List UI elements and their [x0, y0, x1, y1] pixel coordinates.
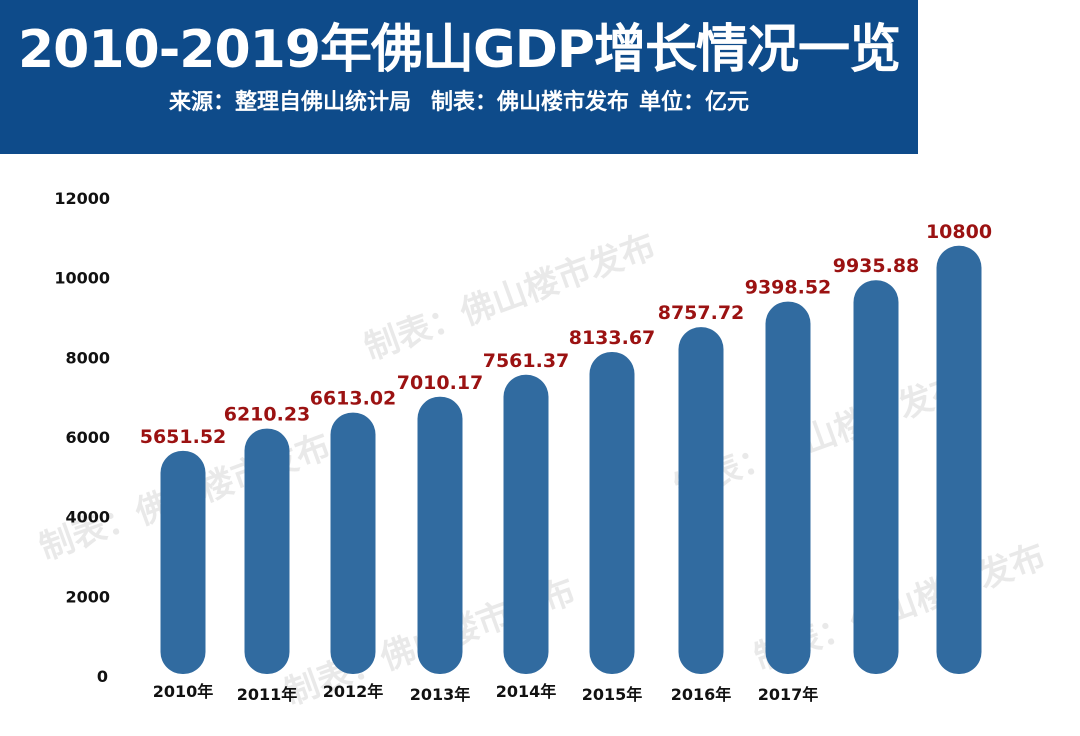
x-tick-label: 2012年 — [323, 682, 384, 701]
bar-2011 — [244, 428, 290, 674]
bar-2010 — [160, 450, 206, 674]
x-tick-label: 2013年 — [410, 685, 471, 704]
bars — [160, 245, 982, 675]
y-tick-label: 12000 — [54, 189, 110, 208]
title-banner: 2010-2019年佛山GDP增长情况一览 来源：整理自佛山统计局 制表：佛山楼市… — [0, 0, 918, 154]
maker-text: 制表：佛山楼市发布 — [430, 90, 629, 115]
bar-2015 — [589, 352, 635, 674]
y-tick-label: 6000 — [65, 428, 110, 447]
x-tick-label: 2015年 — [582, 685, 643, 704]
page-title: 2010-2019年佛山GDP增长情况一览 — [18, 20, 901, 80]
bar-2019 — [936, 245, 982, 675]
data-label: 10800 — [926, 221, 992, 243]
data-label: 6210.23 — [224, 404, 311, 426]
y-tick-label: 10000 — [54, 269, 110, 288]
x-tick-label: 2016年 — [671, 685, 732, 704]
data-label: 9935.88 — [833, 255, 920, 277]
data-label: 8133.67 — [569, 327, 656, 349]
bar-2018 — [853, 280, 899, 674]
subtitle: 来源：整理自佛山统计局 制表：佛山楼市发布 单位：亿元 — [0, 88, 918, 118]
bar-2013 — [417, 396, 463, 674]
data-label: 7561.37 — [483, 350, 570, 372]
data-label: 6613.02 — [310, 388, 397, 410]
source-text: 来源：整理自佛山统计局 — [168, 90, 411, 115]
y-axis: 0 2000 4000 6000 8000 10000 12000 — [54, 189, 110, 686]
data-labels: 5651.526210.236613.027010.177561.378133.… — [140, 221, 992, 448]
bar-2012 — [330, 412, 376, 674]
x-tick-label: 2011年 — [237, 685, 298, 704]
x-tick-label: 2014年 — [496, 682, 557, 701]
bar-2014 — [503, 374, 549, 674]
data-label: 8757.72 — [658, 302, 745, 324]
x-axis: 2010年 2011年 2012年 2013年 2014年 2015年 2016年 2017年 — [153, 682, 819, 704]
data-label: 9398.52 — [745, 277, 832, 299]
y-tick-label: 0 — [97, 667, 108, 686]
bar-2016 — [678, 327, 724, 674]
y-tick-label: 4000 — [65, 508, 110, 527]
y-tick-label: 2000 — [65, 587, 110, 606]
x-tick-label: 2010年 — [153, 682, 214, 701]
data-label: 5651.52 — [140, 426, 227, 448]
data-label: 7010.17 — [397, 372, 484, 394]
x-tick-label: 2017年 — [758, 685, 819, 704]
y-tick-label: 8000 — [65, 348, 110, 367]
bar-2017 — [765, 301, 811, 674]
unit-text: 单位：亿元 — [639, 90, 750, 115]
